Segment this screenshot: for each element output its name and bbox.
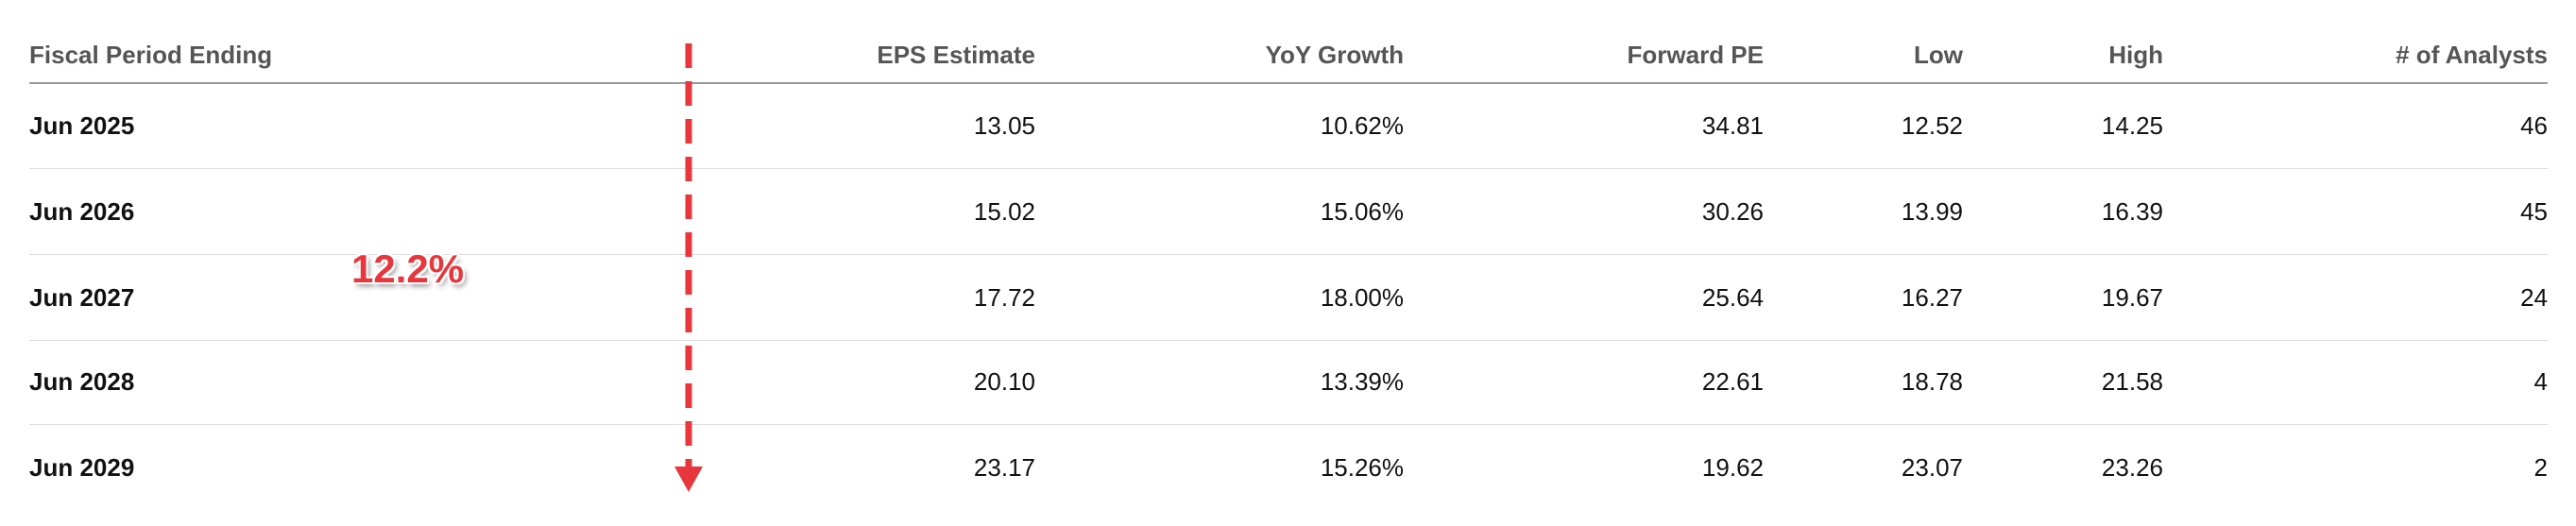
row-separator bbox=[29, 424, 2548, 425]
table-cell: 25.64 bbox=[1701, 283, 1764, 312]
header-rule bbox=[29, 82, 2548, 84]
column-header: High bbox=[2108, 41, 2163, 69]
row-label: Jun 2025 bbox=[29, 111, 135, 140]
table-cell: 20.10 bbox=[973, 367, 1035, 396]
table-cell: 30.26 bbox=[1701, 197, 1764, 226]
table-cell: 2 bbox=[2533, 453, 2548, 482]
row-label: Jun 2029 bbox=[29, 453, 135, 482]
table-cell: 19.62 bbox=[1701, 453, 1764, 482]
column-header: Low bbox=[1914, 41, 1963, 69]
column-header: YoY Growth bbox=[1265, 41, 1404, 69]
table-cell: 13.39% bbox=[1320, 367, 1404, 396]
table-cell: 23.07 bbox=[1901, 453, 1963, 482]
column-header: Forward PE bbox=[1627, 41, 1764, 69]
column-header: EPS Estimate bbox=[877, 41, 1035, 69]
table-cell: 15.26% bbox=[1320, 453, 1404, 482]
row-separator bbox=[29, 254, 2548, 255]
column-header: Fiscal Period Ending bbox=[29, 41, 273, 69]
table-cell: 12.52 bbox=[1901, 111, 1963, 140]
table-cell: 45 bbox=[2520, 197, 2548, 226]
table-cell: 18.00% bbox=[1320, 283, 1404, 312]
table-cell: 21.58 bbox=[2101, 367, 2163, 396]
table-cell: 34.81 bbox=[1701, 111, 1764, 140]
row-separator bbox=[29, 168, 2548, 169]
annotation-label: 12.2% bbox=[351, 246, 465, 291]
row-separator bbox=[29, 340, 2548, 341]
table-cell: 17.72 bbox=[973, 283, 1035, 312]
table-cell: 13.99 bbox=[1901, 197, 1963, 226]
row-label: Jun 2026 bbox=[29, 197, 135, 226]
table-cell: 14.25 bbox=[2101, 111, 2163, 140]
table-cell: 13.05 bbox=[973, 111, 1035, 140]
table-cell: 46 bbox=[2520, 111, 2548, 140]
table-cell: 4 bbox=[2533, 367, 2548, 396]
table-cell: 23.26 bbox=[2101, 453, 2163, 482]
column-header: # of Analysts bbox=[2396, 41, 2548, 69]
table-cell: 16.27 bbox=[1901, 283, 1963, 312]
table-cell: 10.62% bbox=[1320, 111, 1404, 140]
table-cell: 19.67 bbox=[2101, 283, 2163, 312]
table-cell: 18.78 bbox=[1901, 367, 1963, 396]
arrow-head bbox=[674, 467, 703, 492]
table-cell: 16.39 bbox=[2101, 197, 2163, 226]
table-cell: 23.17 bbox=[973, 453, 1035, 482]
table-cell: 15.02 bbox=[973, 197, 1035, 226]
row-label: Jun 2028 bbox=[29, 367, 135, 396]
table-cell: 22.61 bbox=[1701, 367, 1764, 396]
table-cell: 15.06% bbox=[1320, 197, 1404, 226]
row-label: Jun 2027 bbox=[29, 283, 135, 312]
table-cell: 24 bbox=[2520, 283, 2548, 312]
